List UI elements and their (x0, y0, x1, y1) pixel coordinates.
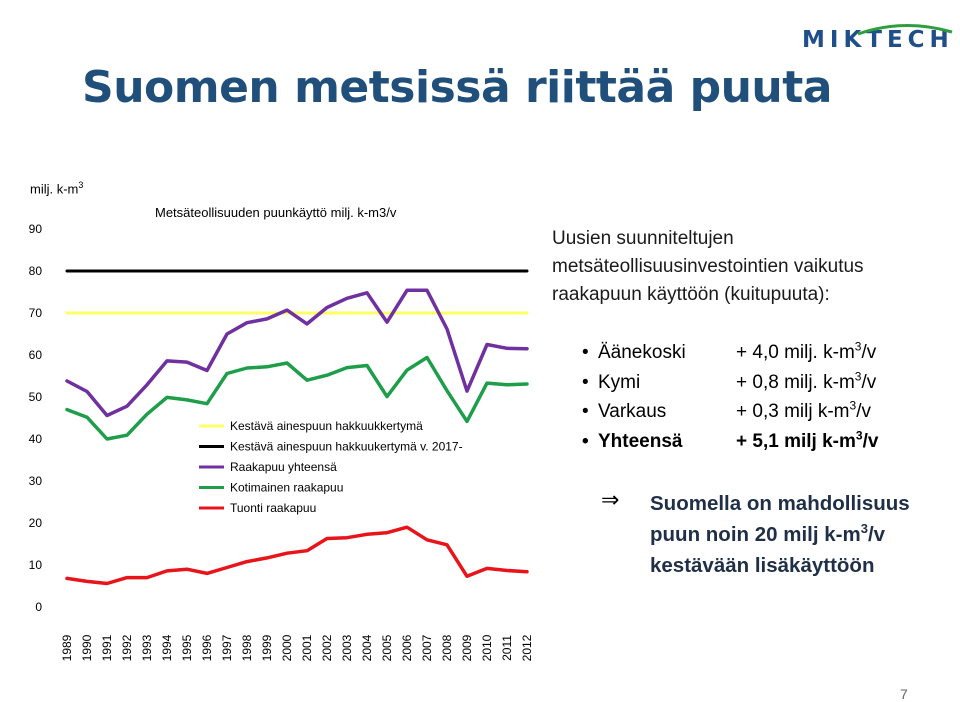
x-tick-label: 2000 (280, 634, 294, 661)
series-line-4 (65, 525, 529, 586)
x-tick-label: 1991 (100, 634, 114, 661)
miktech-logo: MIKTECH (802, 27, 954, 53)
y-tick-label: 90 (29, 222, 43, 236)
logo-swoosh-icon (857, 24, 953, 36)
legend-label: Kotimainen raakapuu (230, 481, 343, 495)
y-tick-label: 50 (29, 390, 43, 404)
page-number: 7 (900, 686, 908, 702)
x-tick-label: 1995 (180, 634, 194, 661)
x-tick-label: 2008 (440, 634, 454, 661)
x-tick-label: 1990 (80, 634, 94, 661)
x-tick-label: 2002 (320, 634, 334, 661)
chart-title: Metsäteollisuuden puunkäyttö milj. k-m3/… (155, 205, 397, 220)
y-tick-label: 40 (29, 432, 43, 446)
x-tick-label: 2010 (480, 634, 494, 661)
slide-title: Suomen metsissä riittää puuta (82, 62, 832, 113)
legend-label: Kestävä ainespuun hakkuukkertymä (230, 419, 423, 433)
legend-label: Kestävä ainespuun hakkuukertymä v. 2017- (230, 440, 463, 454)
y-tick-label: 10 (29, 558, 43, 572)
x-tick-label: 1993 (140, 634, 154, 661)
x-tick-label: 2004 (360, 634, 374, 661)
bullet-kymi: Kymi+ 0,8 milj. k-m3/v (582, 370, 878, 402)
x-tick-label: 2003 (340, 634, 354, 661)
series-line-2 (65, 288, 529, 418)
y-tick-label: 20 (29, 516, 43, 530)
y-unit-label: milj. k-m3 (30, 180, 84, 197)
x-tick-label: 1996 (200, 634, 214, 661)
y-tick-label: 0 (35, 600, 42, 614)
x-tick-label: 1997 (220, 634, 234, 661)
x-tick-label: 1998 (240, 634, 254, 661)
legend-label: Tuonti raakapuu (230, 501, 316, 515)
x-tick-label: 2009 (460, 634, 474, 661)
investments-heading: Uusien suunniteltujen metsäteollisuusinv… (552, 228, 864, 305)
y-tick-label: 80 (29, 264, 43, 278)
x-tick-label: 1994 (160, 634, 174, 661)
conclusion-text: Suomella on mahdollisuus puun noin 20 mi… (650, 492, 910, 577)
x-tick-label: 2006 (400, 634, 414, 661)
bullet-aanekoski: Äänekoski+ 4,0 milj. k-m3/v (582, 341, 878, 372)
series-line-3 (65, 355, 529, 441)
x-tick-label: 2007 (420, 634, 434, 661)
bullet-total: Yhteensä+ 5,1 milj k-m3/v (582, 429, 878, 461)
x-tick-label: 1992 (120, 634, 134, 661)
y-tick-label: 30 (29, 474, 43, 488)
implies-arrow-icon: ⇒ (601, 488, 620, 513)
y-tick-label: 70 (29, 306, 43, 320)
x-tick-label: 2001 (300, 634, 314, 661)
x-tick-label: 1989 (60, 634, 74, 661)
x-tick-label: 2011 (500, 635, 514, 661)
x-tick-label: 2012 (520, 634, 534, 661)
y-tick-label: 60 (29, 348, 43, 362)
legend-label: Raakapuu yhteensä (230, 460, 337, 474)
x-tick-label: 2005 (380, 634, 394, 661)
investment-list: Äänekoski+ 4,0 milj. k-m3/v Kymi+ 0,8 mi… (582, 341, 878, 461)
x-tick-label: 1999 (260, 634, 274, 661)
bullet-varkaus: Varkaus+ 0,3 milj k-m3/v (582, 400, 878, 431)
